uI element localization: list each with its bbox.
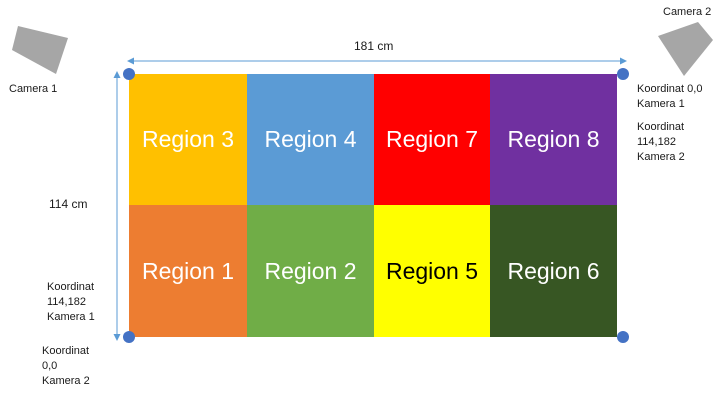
- camera-2-label: Camera 2: [663, 6, 712, 18]
- coord-line: Koordinat 0,0: [637, 83, 703, 95]
- coord-line: Koordinat: [47, 281, 95, 293]
- coord-line: 0,0: [42, 360, 58, 372]
- camera-2-icon: [658, 22, 713, 76]
- width-dimension-arrow: [127, 57, 627, 65]
- coordinate-label-bottom-left-camera-2: Koordinat 0,0 Kamera 2: [42, 344, 90, 389]
- coordinate-label-top-right: Koordinat 0,0 Kamera 1 Koordinat 114,182…: [637, 82, 702, 165]
- coord-line: 114,182: [637, 136, 676, 148]
- coord-line: 114,182: [47, 296, 86, 308]
- region-6: Region 6: [490, 205, 617, 337]
- region-8: Region 8: [490, 74, 617, 205]
- region-1: Region 1: [129, 205, 247, 337]
- coord-line: Kamera 2: [42, 375, 90, 387]
- camera-1-label: Camera 1: [9, 83, 58, 95]
- region-3: Region 3: [129, 74, 247, 205]
- corner-marker-top-right: [617, 68, 629, 80]
- coordinate-label-bottom-left-camera-1: Koordinat 114,182 Kamera 1: [47, 280, 95, 325]
- height-dimension-label: 114 cm: [49, 197, 88, 211]
- corner-marker-bottom-left: [123, 331, 135, 343]
- region-5: Region 5: [374, 205, 490, 337]
- camera-1-icon: [12, 26, 68, 74]
- corner-marker-bottom-right: [617, 331, 629, 343]
- width-dimension-label: 181 cm: [354, 39, 394, 53]
- region-2: Region 2: [247, 205, 374, 337]
- coord-line: Kamera 1: [637, 98, 685, 110]
- corner-marker-top-left: [123, 68, 135, 80]
- region-4: Region 4: [247, 74, 374, 205]
- coord-line: Kamera 2: [637, 151, 685, 163]
- height-dimension-arrow: [113, 71, 121, 341]
- region-7: Region 7: [374, 74, 490, 205]
- coord-line: Kamera 1: [47, 311, 95, 323]
- coord-line: Koordinat: [42, 345, 90, 357]
- coord-line: Koordinat: [637, 121, 685, 133]
